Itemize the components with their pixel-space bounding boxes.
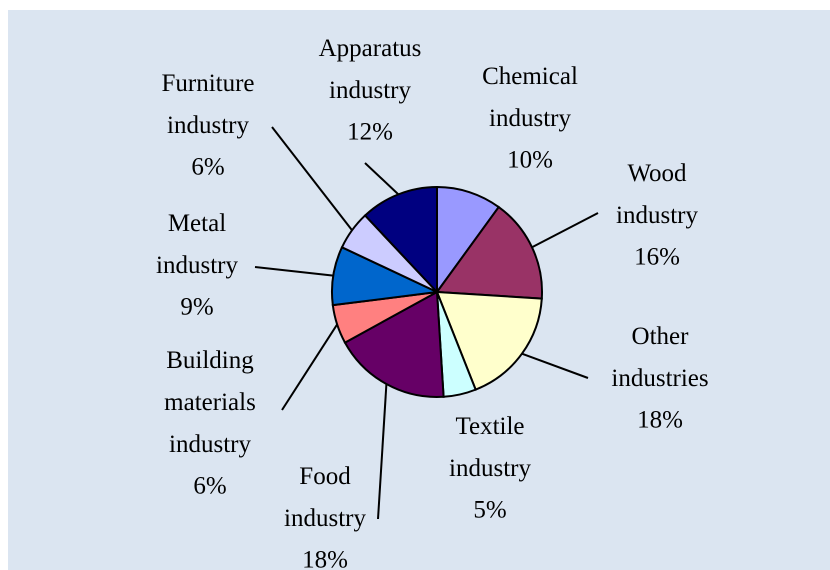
leader-line: [521, 352, 589, 379]
slice-value-label: 18%: [637, 407, 683, 434]
slice-label: Building materials industry: [164, 347, 256, 458]
leader-line: [281, 323, 338, 411]
pie-slice: [435, 205, 543, 300]
slice-label: Apparatus industry: [319, 35, 422, 104]
slice-label: Food industry: [284, 463, 366, 532]
slice-value-label: 18%: [302, 547, 348, 570]
slice-label: Other industries: [611, 323, 708, 392]
slice-value-label: 16%: [634, 244, 680, 271]
pie-slice: [343, 290, 445, 398]
leader-line: [531, 212, 599, 249]
slice-value-label: 6%: [193, 473, 226, 500]
slice-label: Textile industry: [449, 413, 531, 482]
slice-label: Wood industry: [616, 160, 698, 229]
leader-line: [271, 126, 353, 231]
leader-line: [364, 162, 400, 196]
slice-label: Furniture industry: [161, 70, 254, 139]
leader-line: [254, 266, 334, 277]
slice-value-label: 5%: [473, 497, 506, 524]
leader-line: [377, 383, 388, 520]
slice-label: Chemical industry: [482, 63, 578, 132]
slice-value-label: 10%: [507, 147, 553, 174]
slice-value-label: 12%: [347, 119, 393, 146]
slice-value-label: 9%: [180, 294, 213, 321]
slice-label: Metal industry: [156, 210, 238, 279]
slice-value-label: 6%: [191, 154, 224, 181]
pie-slice: [363, 185, 438, 295]
